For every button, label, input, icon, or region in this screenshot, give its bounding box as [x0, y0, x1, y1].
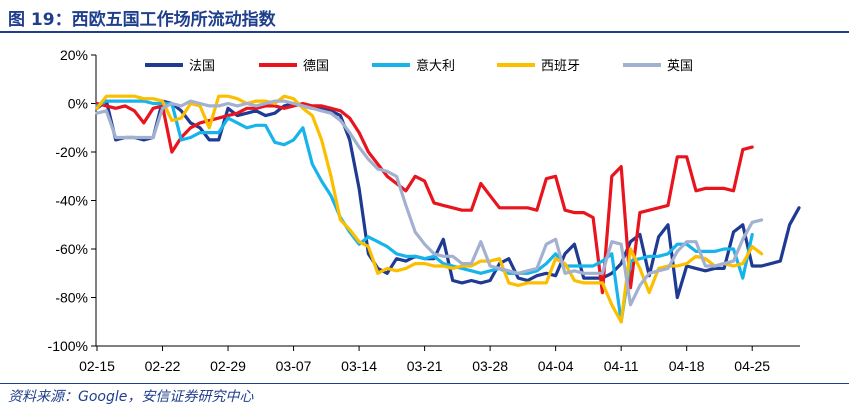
y-tick-label: -80%: [55, 290, 88, 306]
x-tick-label: 04-04: [538, 358, 574, 374]
legend-label: 德国: [303, 59, 329, 74]
x-tick-label: 03-14: [341, 358, 377, 374]
y-tick-label: -40%: [55, 193, 88, 209]
x-tick-label: 02-22: [145, 358, 181, 374]
source-note: 资料来源：Google，安信证券研究中心: [8, 389, 254, 405]
x-tick-label: 04-25: [734, 358, 770, 374]
x-tick-label: 04-11: [604, 358, 639, 374]
title-rule: [0, 31, 849, 33]
chart-axes: [91, 54, 800, 351]
x-tick-label: 03-07: [276, 358, 312, 374]
y-tick-label: 20%: [60, 47, 88, 63]
legend-label: 法国: [189, 59, 215, 74]
x-tick-label: 03-28: [472, 358, 508, 374]
legend-label: 英国: [667, 59, 693, 74]
title-bar: 图 19：西欧五国工作场所流动指数: [0, 0, 849, 32]
legend-label: 西班牙: [541, 59, 580, 74]
legend: 法国 德国 意大利 西班牙 英国: [145, 58, 693, 74]
series-line-意大利: [95, 99, 754, 324]
x-tick-label: 02-15: [79, 358, 115, 374]
page-title: 图 19：西欧五国工作场所流动指数: [8, 10, 276, 30]
x-tick-label: 04-18: [669, 358, 705, 374]
y-tick-label: -60%: [55, 241, 88, 257]
series-line-西班牙: [95, 94, 764, 324]
series-lines: [95, 94, 801, 324]
series-line-法国: [95, 99, 801, 300]
source-rule: [0, 383, 849, 384]
legend-label: 意大利: [416, 58, 455, 74]
x-axis-tick-labels: 02-15 02-22 02-29 03-07 03-14 03-21 03-28 04-04…: [79, 358, 770, 374]
series-line-英国: [95, 99, 764, 307]
y-axis-tick-labels: 20% 0% -20% -40% -60% -80% -100%: [48, 47, 88, 354]
y-tick-label: -20%: [55, 144, 88, 160]
y-tick-label: -100%: [48, 338, 88, 354]
x-tick-label: 02-29: [210, 358, 246, 374]
workplace-mobility-chart: 20%0%-20%-40%-60%-80%-100% 02-15 02-22 02-…: [48, 47, 801, 374]
y-tick-label: 0%: [68, 96, 88, 112]
x-tick-label: 03-21: [407, 358, 443, 374]
